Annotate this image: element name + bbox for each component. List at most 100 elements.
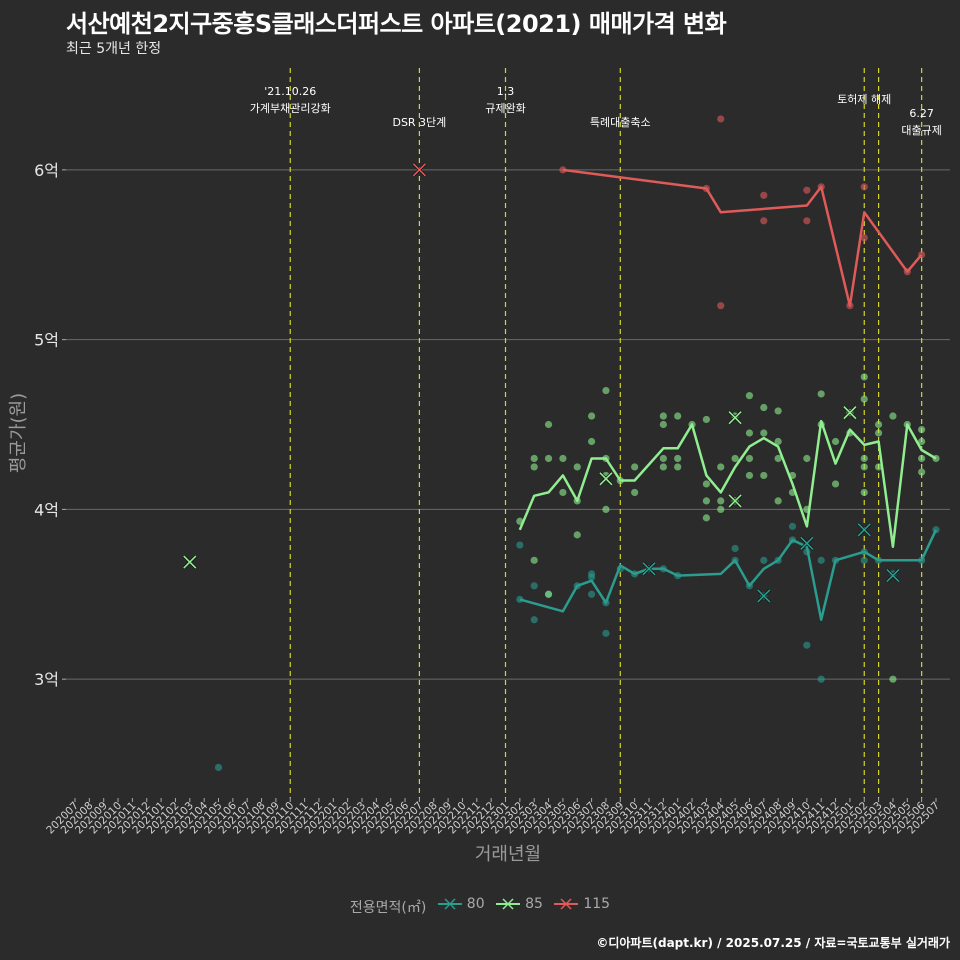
data-point-85: [860, 463, 868, 471]
data-point-85: [889, 675, 897, 683]
event-label: '21.10.26: [264, 85, 316, 98]
data-point-85: [702, 415, 711, 424]
data-point-85: [875, 463, 883, 471]
data-point-85: [702, 497, 711, 505]
data-point-85: [875, 420, 883, 429]
data-point-85: [530, 454, 538, 463]
data-point-85: [889, 412, 897, 420]
data-point-80: [817, 675, 825, 683]
data-point-85: [918, 426, 926, 434]
data-point-85: [774, 454, 782, 463]
data-point-85: [659, 463, 667, 471]
legend-label-85: 85: [525, 896, 543, 912]
data-point-85: [774, 437, 782, 446]
data-point-85: [875, 429, 883, 437]
data-point-85: [860, 395, 868, 403]
data-point-85: [745, 471, 754, 480]
event-label: 특례대출축소: [590, 116, 651, 129]
event-label: 6.27: [909, 107, 934, 120]
data-point-85: [573, 463, 581, 471]
event-label: 1.3: [497, 85, 515, 98]
legend-item-80: 80: [437, 896, 485, 912]
data-point-85: [631, 488, 639, 497]
legend-label-115: 115: [583, 896, 611, 912]
event-label: 가계부채관리강화: [250, 102, 331, 115]
data-point-85: [717, 463, 725, 471]
legend-item-85: 85: [495, 896, 543, 912]
data-point-85: [831, 480, 840, 488]
data-point-85: [760, 429, 768, 437]
cross-mark-80: [800, 536, 814, 550]
event-label: 대출규제: [901, 124, 941, 137]
data-point-85: [918, 454, 926, 463]
data-point-85: [918, 437, 926, 446]
cross-mark-85: [183, 555, 197, 569]
data-point-80: [860, 556, 868, 564]
data-point-85: [831, 437, 840, 446]
chart-title: 서산예천2지구중흥S클래스더퍼스트 아파트(2021) 매매가격 변화: [66, 10, 727, 38]
data-point-80: [731, 544, 739, 553]
data-point-85: [631, 463, 639, 471]
y-tick-label: 5억: [34, 331, 59, 350]
legend-key-80: [437, 898, 462, 910]
source-caption: ©디아파트(dapt.kr) / 2025.07.25 / 자료=국토교통부 실…: [596, 936, 950, 950]
data-point-85: [760, 471, 768, 480]
x-axis-title: 거래년월: [475, 844, 541, 865]
y-tick-label: 6억: [34, 161, 59, 180]
data-point-80: [588, 573, 596, 581]
data-point-85: [544, 590, 553, 598]
series-line-115: [562, 168, 923, 307]
data-point-85: [774, 407, 782, 415]
data-point-115: [760, 191, 768, 199]
data-point-85: [803, 454, 811, 463]
data-point-80: [530, 616, 538, 624]
data-point-115: [803, 217, 811, 225]
cross-mark-85: [843, 406, 857, 420]
data-point-115: [760, 217, 768, 225]
data-point-80: [760, 556, 768, 564]
legend-title: 전용면적(㎡): [349, 900, 427, 916]
data-point-85: [602, 505, 610, 513]
cross-mark-85: [728, 494, 742, 508]
legend-key-85: [496, 898, 521, 910]
data-point-85: [559, 454, 567, 463]
data-point-80: [788, 522, 797, 530]
y-axis-title: 평균가(원): [8, 393, 29, 473]
legend-label-80: 80: [466, 896, 485, 912]
data-point-85: [573, 531, 581, 539]
data-point-80: [516, 541, 524, 549]
plot-panel: [66, 68, 950, 798]
data-point-85: [588, 437, 596, 446]
event-label: 규제완화: [485, 102, 525, 115]
chart-subtitle: 최근 5개년 한정: [66, 41, 162, 57]
data-point-85: [588, 412, 596, 420]
data-point-85: [817, 390, 825, 398]
data-point-115: [860, 234, 868, 242]
data-point-85: [860, 373, 868, 381]
series-line-85: [518, 419, 937, 548]
data-point-85: [745, 392, 754, 400]
cross-mark-115: [412, 163, 426, 177]
data-point-85: [544, 454, 553, 463]
series-line-80: [519, 529, 938, 621]
cross-mark-80: [857, 523, 871, 537]
legend: 전용면적(㎡) 80 85 115: [0, 896, 960, 917]
data-point-80: [588, 590, 596, 598]
data-point-85: [602, 386, 610, 395]
data-point-85: [544, 420, 553, 429]
data-point-85: [717, 505, 725, 513]
data-point-85: [745, 454, 754, 463]
data-point-115: [717, 115, 725, 123]
data-point-85: [530, 463, 538, 471]
data-point-85: [559, 488, 567, 497]
data-point-85: [918, 468, 926, 476]
data-point-85: [674, 454, 682, 463]
data-point-85: [731, 454, 739, 463]
cross-mark-85: [599, 472, 613, 486]
cross-mark-80: [642, 562, 656, 576]
data-point-80: [803, 641, 811, 649]
data-point-85: [659, 420, 667, 429]
y-tick-label: 3억: [34, 670, 59, 689]
data-point-80: [530, 582, 538, 590]
